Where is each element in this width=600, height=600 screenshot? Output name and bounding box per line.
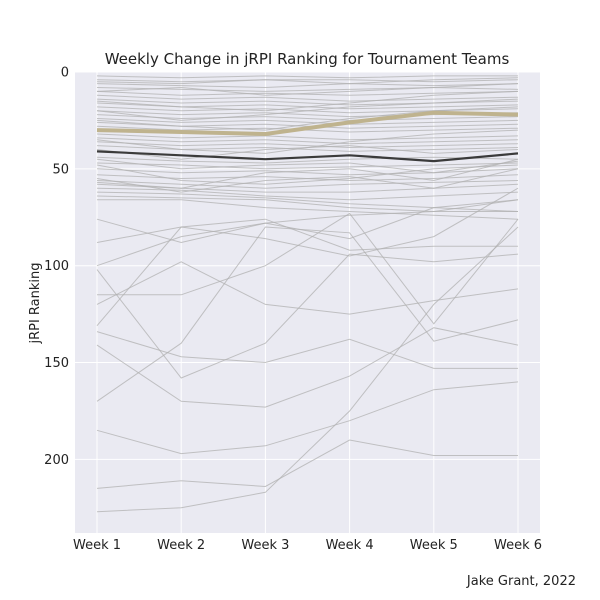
team-line: [96, 168, 519, 176]
team-line: [96, 79, 519, 83]
team-line: [96, 94, 519, 102]
team-line: [96, 180, 519, 189]
team-line: [96, 195, 518, 212]
team-line: [96, 162, 519, 170]
highlight-line-gold: [96, 110, 519, 136]
y-axis-label: jRPI Ranking: [28, 262, 43, 344]
y-tick-label: 50: [52, 162, 69, 177]
other-team-lines: [96, 75, 519, 513]
y-tick-label: 0: [61, 66, 69, 81]
team-line: [96, 207, 519, 267]
x-tick-label: Week 2: [157, 538, 205, 553]
team-line: [96, 156, 519, 164]
team-line: [96, 83, 519, 89]
team-line: [96, 106, 519, 131]
team-line: [96, 168, 519, 193]
y-tick-label: 150: [44, 356, 69, 371]
x-tick-label: Week 1: [73, 538, 121, 553]
credit-text: Jake Grant, 2022: [466, 574, 576, 589]
team-line: [97, 212, 519, 325]
team-line: [96, 141, 519, 149]
grid-lines: [75, 71, 540, 533]
team-line: [96, 133, 519, 141]
team-line: [96, 439, 518, 489]
team-line: [96, 114, 519, 121]
team-line: [96, 226, 519, 513]
team-line: [96, 86, 519, 92]
team-line: [96, 187, 519, 257]
team-line: [96, 158, 519, 189]
team-line: [96, 261, 519, 315]
x-tick-label: Week 4: [326, 538, 374, 553]
chart-title: Weekly Change in jRPI Ranking for Tourna…: [105, 50, 510, 68]
team-line: [96, 218, 518, 327]
highlighted-team-lines: [96, 110, 519, 163]
highlight-line-dark: [96, 150, 519, 163]
team-line: [96, 158, 519, 174]
y-tick-label: 100: [44, 259, 69, 274]
x-tick-label: Week 5: [410, 538, 458, 553]
team-line: [96, 191, 519, 209]
y-tick-label: 200: [44, 453, 69, 468]
team-line: [96, 90, 519, 96]
x-tick-label: Week 3: [241, 538, 289, 553]
team-line: [96, 118, 519, 125]
team-line: [96, 75, 518, 79]
team-line: [96, 137, 519, 145]
team-line: [96, 83, 519, 96]
team-line: [96, 90, 519, 112]
team-line: [96, 253, 519, 379]
team-line: [96, 199, 519, 244]
team-line: [96, 381, 519, 455]
x-tick-labels: Week 1 Week 2 Week 3 Week 4 Week 5 Week 6: [73, 538, 542, 553]
team-line: [96, 226, 519, 402]
team-line: [96, 327, 519, 408]
team-line: [97, 199, 519, 220]
team-line: [96, 129, 519, 154]
team-line: [96, 145, 519, 152]
x-tick-label: Week 6: [494, 538, 542, 553]
team-line: [96, 77, 519, 85]
team-line: [96, 98, 519, 121]
team-line: [96, 164, 519, 185]
y-tick-labels: 0 50 100 150 200: [44, 66, 69, 468]
